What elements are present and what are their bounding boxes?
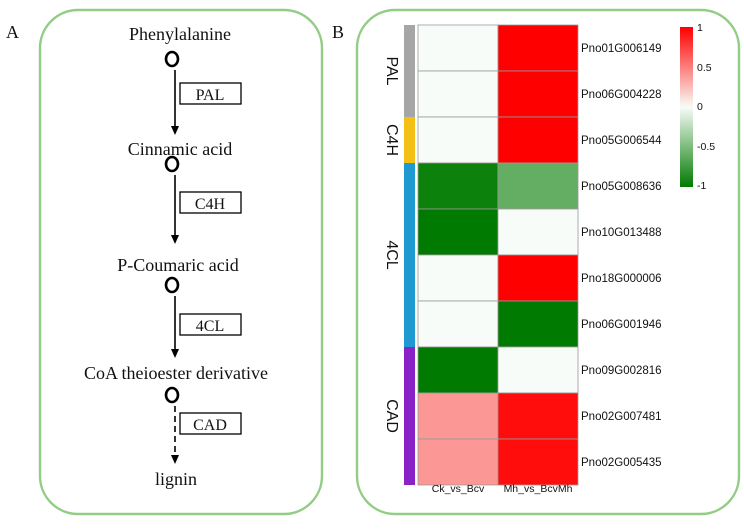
heatmap-cell (497, 392, 579, 440)
heatmap-cell (497, 24, 579, 72)
arrowhead (171, 349, 179, 358)
group-bars (404, 25, 415, 485)
compound-phenylalanine: Phenylalanine (129, 24, 231, 44)
gene-label: Pno10G013488 (581, 227, 662, 239)
panel-b-frame (355, 8, 741, 516)
group-bar-c4h (404, 117, 415, 163)
node-circle (164, 386, 180, 404)
gene-label: Pno02G007481 (581, 411, 662, 423)
panel-a: A Phenylalanine Cinnamic acid P-Coumaric… (6, 8, 324, 516)
group-bar-pal (404, 25, 415, 117)
gene-label: Pno01G006149 (581, 43, 662, 55)
enzyme-box-pal (179, 82, 242, 105)
compound-coa-derivative: CoA theioester derivative (84, 363, 268, 383)
enzyme-box-cad (179, 412, 242, 435)
heatmap-cells (417, 24, 579, 486)
panel-b-letter: B (332, 22, 344, 42)
heatmap-cell (497, 116, 579, 164)
node-circle (164, 50, 180, 68)
heatmap-cell (417, 392, 499, 440)
arrowhead (171, 455, 179, 464)
enzyme-box-4cl (179, 313, 242, 336)
heatmap-cell (417, 162, 499, 210)
compound-lignin: lignin (155, 469, 197, 489)
arrowhead (171, 126, 179, 135)
gene-label: Pno05G008636 (581, 181, 662, 193)
heatmap-cell (497, 254, 579, 302)
color-scale-ticks: 1 0.5 0 -0.5 -1 (697, 22, 715, 192)
heatmap-cell (417, 116, 499, 164)
enzyme-box-c4h (179, 191, 242, 214)
color-scale-tick: 0 (697, 101, 703, 113)
color-scale-tick: 0.5 (697, 62, 712, 74)
panel-a-letter: A (6, 22, 19, 42)
gene-label: Pno18G000006 (581, 273, 662, 285)
group-label-c4h: C4H (383, 124, 400, 156)
gene-label: Pno06G004228 (581, 89, 662, 101)
color-scale-tick: -0.5 (697, 141, 715, 153)
group-label-cad: CAD (383, 399, 400, 433)
gene-label: Pno06G001946 (581, 319, 662, 331)
compound-cinnamic-acid: Cinnamic acid (128, 139, 232, 159)
enzyme-cad: CAD (193, 417, 227, 434)
group-bar-4cl (404, 163, 415, 347)
group-labels: PAL C4H 4CL CAD (383, 56, 400, 432)
heatmap-cell (417, 208, 499, 256)
color-scale-tick: 1 (697, 22, 703, 34)
heatmap-cell (497, 438, 579, 486)
heatmap-cell (497, 70, 579, 118)
heatmap-cell (497, 300, 579, 348)
heatmap-cell (497, 346, 579, 394)
group-bar-cad (404, 347, 415, 485)
column-label-mh-vs-bcvmh: Mh_vs_BcvMh (504, 483, 573, 495)
heatmap-cell (417, 438, 499, 486)
heatmap-cell (417, 24, 499, 72)
heatmap-cell (417, 70, 499, 118)
node-circle (164, 276, 180, 294)
heatmap-cell (417, 254, 499, 302)
heatmap-cell (417, 346, 499, 394)
color-scale-tick: -1 (697, 180, 706, 192)
heatmap-cell (497, 162, 579, 210)
enzyme-c4h: C4H (195, 196, 226, 213)
color-scale-bar (680, 27, 693, 187)
gene-labels: Pno01G006149 Pno06G004228 Pno05G006544 Pno0… (581, 43, 662, 469)
group-label-4cl: 4CL (383, 240, 400, 269)
arrowhead (171, 235, 179, 244)
heatmap-cell (497, 208, 579, 256)
gene-label: Pno05G006544 (581, 135, 662, 147)
group-label-pal: PAL (383, 56, 400, 85)
heatmap-cell (417, 300, 499, 348)
gene-label: Pno02G005435 (581, 457, 662, 469)
enzyme-pal: PAL (196, 87, 225, 104)
compound-p-coumaric-acid: P-Coumaric acid (117, 255, 238, 275)
column-label-ck-vs-bcv: Ck_vs_Bcv (432, 483, 485, 495)
enzyme-4cl: 4CL (196, 318, 224, 335)
panel-a-frame (38, 8, 324, 516)
gene-label: Pno09G002816 (581, 365, 662, 377)
node-circle (164, 155, 180, 173)
